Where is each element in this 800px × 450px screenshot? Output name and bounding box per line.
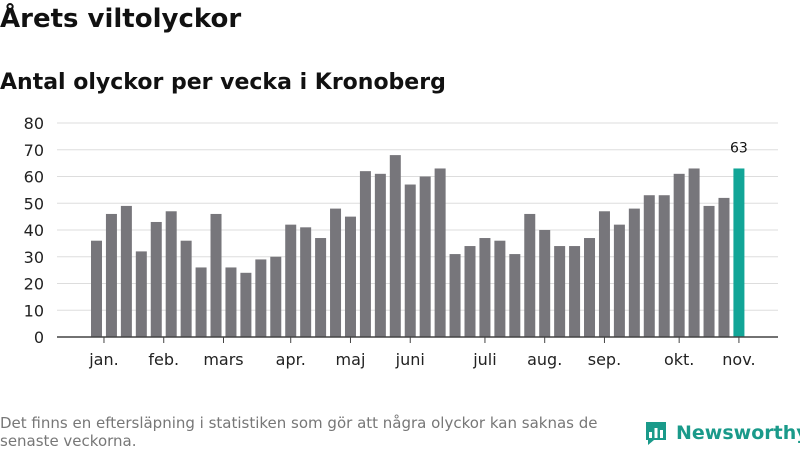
- bar: [180, 240, 192, 337]
- bar: [105, 213, 117, 337]
- bar: [643, 195, 655, 337]
- bar: [91, 240, 102, 337]
- bar: [509, 254, 521, 337]
- x-tick-label: aug.: [527, 350, 562, 369]
- highlight-data-label: 63: [730, 140, 748, 156]
- bar: [165, 211, 177, 337]
- bar: [300, 227, 312, 337]
- bar: [673, 173, 685, 337]
- bar: [135, 251, 147, 337]
- brand-name: Newsworthy: [676, 422, 800, 444]
- x-tick-label: juni: [395, 350, 425, 369]
- bar: [240, 272, 252, 337]
- bar: [584, 238, 596, 337]
- bar: [598, 211, 610, 337]
- bar: [374, 173, 386, 337]
- bar: [270, 256, 282, 337]
- bar: [150, 221, 162, 337]
- bar: [613, 224, 625, 337]
- bar: [524, 213, 536, 337]
- bar: [225, 267, 237, 337]
- bar: [554, 246, 566, 337]
- bar: [389, 155, 401, 337]
- y-tick-label: 30: [24, 248, 44, 267]
- footnote: Det finns en eftersläpning i statistiken…: [0, 414, 598, 450]
- bar: [330, 208, 342, 337]
- x-tick-label: maj: [336, 350, 366, 369]
- y-tick-label: 20: [24, 275, 44, 294]
- y-tick-label: 70: [24, 141, 44, 160]
- x-tick-label: feb.: [148, 350, 179, 369]
- y-tick-label: 10: [24, 301, 44, 320]
- y-tick-label: 60: [24, 168, 44, 187]
- bar-chart: 0 10 20 30 40 50 60 70 80 63 jan. feb. mars apr. maj ju…: [24, 114, 778, 369]
- y-tick-label: 40: [24, 221, 44, 240]
- y-tick-label: 50: [24, 194, 44, 213]
- bar: [449, 254, 461, 337]
- x-tick-label: okt.: [664, 350, 694, 369]
- bar: [255, 259, 267, 337]
- x-tick-label: sep.: [588, 350, 621, 369]
- bar: [359, 171, 371, 337]
- bar: [733, 168, 745, 337]
- bar: [628, 208, 640, 337]
- bar: [703, 205, 715, 337]
- y-tick-label: 80: [24, 114, 44, 133]
- bar-chart-logo-icon: [646, 422, 666, 445]
- bar: [718, 197, 730, 337]
- bar: [120, 205, 132, 337]
- bar: [404, 184, 416, 337]
- x-tick-label: apr.: [276, 350, 306, 369]
- bar: [658, 195, 670, 337]
- bar: [434, 168, 446, 337]
- chart-subtitle: Antal olyckor per vecka i Kronoberg: [0, 70, 446, 95]
- x-tick-label: juli: [472, 350, 496, 369]
- bar: [344, 216, 356, 337]
- bar: [464, 246, 476, 337]
- x-tick-label: jan.: [88, 350, 118, 369]
- chart-title: Årets viltolyckor: [0, 4, 242, 34]
- bar: [315, 238, 327, 337]
- bar: [539, 230, 551, 337]
- bar: [569, 246, 581, 337]
- x-tick-label: nov.: [722, 350, 755, 369]
- newsworthy-logo: Newsworthy: [644, 420, 800, 446]
- bar: [210, 213, 222, 337]
- bar: [479, 238, 491, 337]
- bar: [419, 176, 431, 337]
- bar: [494, 240, 506, 337]
- x-tick-label: mars: [203, 350, 243, 369]
- bar: [688, 168, 700, 337]
- bar: [195, 267, 207, 337]
- y-tick-label: 0: [34, 328, 44, 347]
- bar: [285, 224, 297, 337]
